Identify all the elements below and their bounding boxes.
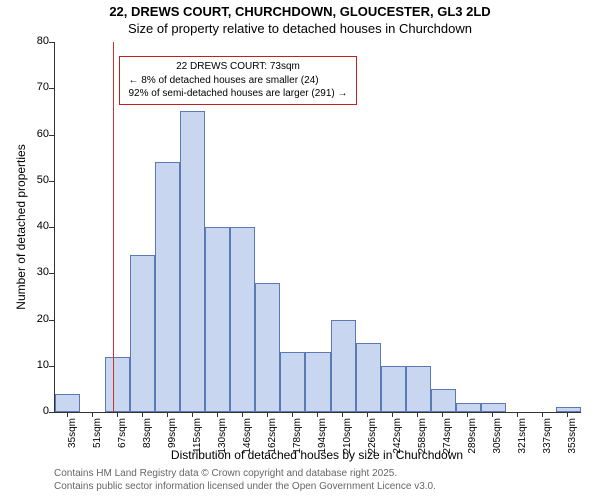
chart-container: 22, DREWS COURT, CHURCHDOWN, GLOUCESTER,… [0, 0, 600, 500]
bar [230, 227, 255, 412]
bar [431, 389, 456, 412]
bar [406, 366, 431, 412]
chart-subtitle: Size of property relative to detached ho… [0, 21, 600, 36]
chart-title: 22, DREWS COURT, CHURCHDOWN, GLOUCESTER,… [0, 4, 600, 19]
y-tick-label: 30 [19, 266, 49, 278]
y-tick-label: 60 [19, 128, 49, 140]
y-tick-label: 10 [19, 359, 49, 371]
callout-line-1: 22 DREWS COURT: 73sqm [128, 60, 347, 74]
credits: Contains HM Land Registry data © Crown c… [54, 468, 580, 493]
bar [305, 352, 330, 412]
bar [381, 366, 406, 412]
y-tick-label: 70 [19, 81, 49, 93]
bar [180, 111, 205, 412]
callout-line-2: ← 8% of detached houses are smaller (24) [128, 74, 347, 88]
bar [155, 162, 180, 412]
y-tick-label: 80 [19, 35, 49, 47]
bar [105, 357, 130, 413]
bar [331, 320, 356, 413]
bar [456, 403, 481, 412]
bar [280, 352, 305, 412]
bar [55, 394, 80, 413]
bar [130, 255, 155, 412]
callout-line-3: 92% of semi-detached houses are larger (… [128, 87, 347, 101]
bar [205, 227, 230, 412]
credits-line-1: Contains HM Land Registry data © Crown c… [54, 468, 580, 481]
bar [255, 283, 280, 413]
y-tick-label: 50 [19, 174, 49, 186]
y-tick-label: 20 [19, 313, 49, 325]
credits-line-2: Contains public sector information licen… [54, 481, 580, 494]
y-tick-label: 40 [19, 220, 49, 232]
bar [356, 343, 381, 412]
x-axis-label: Distribution of detached houses by size … [54, 448, 580, 462]
bar [481, 403, 506, 412]
callout-box: 22 DREWS COURT: 73sqm ← 8% of detached h… [119, 56, 356, 105]
property-marker-line [113, 42, 114, 412]
y-tick-label: 0 [19, 405, 49, 417]
